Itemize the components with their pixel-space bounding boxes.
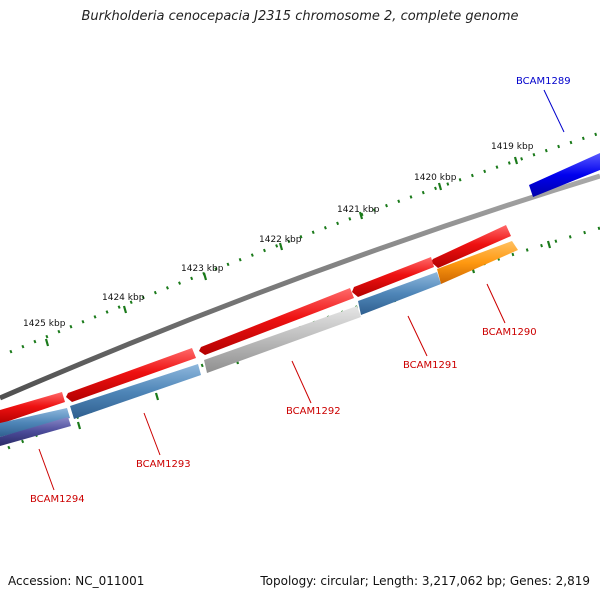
kbp-label-1425: 1425 kbp xyxy=(23,319,66,329)
lower-tick-g xyxy=(76,421,82,430)
map-title: Burkholderia cenocepacia J2315 chromosom… xyxy=(81,9,519,24)
forward-feature-1290-1291[interactable] xyxy=(431,225,511,268)
chromosome-backbone xyxy=(0,173,600,401)
genome-summary-text: Topology: circular; Length: 3,217,062 bp… xyxy=(260,574,590,588)
gene-bcam1289-feature[interactable] xyxy=(529,153,600,197)
gene-bcam1294-feature-b[interactable] xyxy=(0,417,71,446)
gene-label-bcam1292[interactable]: BCAM1292 xyxy=(286,406,341,417)
leader-lines xyxy=(38,89,565,491)
lower-tick-f xyxy=(154,392,160,401)
tick-1425 xyxy=(44,338,50,347)
gene-bcam1292-feature[interactable] xyxy=(204,306,361,373)
gene-bcam1291-feature[interactable] xyxy=(358,272,441,315)
leader-bcam1292 xyxy=(291,360,312,404)
gene-label-bcam1290[interactable]: BCAM1290 xyxy=(482,327,537,338)
gene-label-bcam1294[interactable]: BCAM1294 xyxy=(30,494,85,505)
lower-tick-a xyxy=(546,240,552,249)
forward-feature-1292[interactable] xyxy=(199,288,354,355)
gene-label-bcam1291[interactable]: BCAM1291 xyxy=(403,360,458,371)
kbp-label-1420: 1420 kbp xyxy=(414,173,457,183)
upper-major-ticks xyxy=(44,156,519,347)
gene-bcam1294-feature-a[interactable] xyxy=(0,408,70,437)
leader-bcam1291 xyxy=(407,315,428,357)
tick-1422 xyxy=(278,242,284,251)
kbp-label-1422: 1422 kbp xyxy=(259,235,302,245)
gene-bcam1290-feature[interactable] xyxy=(437,241,518,284)
gene-bcam1293-feature[interactable] xyxy=(70,364,201,419)
tick-1424 xyxy=(122,305,128,314)
tick-1423 xyxy=(202,272,208,281)
kbp-label-1424: 1424 kbp xyxy=(102,293,145,303)
leader-bcam1293 xyxy=(143,412,161,456)
kbp-label-1423: 1423 kbp xyxy=(181,264,224,274)
forward-feature-1291[interactable] xyxy=(352,257,434,297)
gene-label-bcam1293[interactable]: BCAM1293 xyxy=(136,459,191,470)
kbp-label-1421: 1421 kbp xyxy=(337,205,380,215)
tick-1420 xyxy=(437,182,443,191)
kbp-label-1419: 1419 kbp xyxy=(491,142,534,152)
accession-text: Accession: NC_011001 xyxy=(8,574,145,588)
gene-label-bcam1289[interactable]: BCAM1289 xyxy=(516,76,571,87)
leader-bcam1290 xyxy=(486,283,506,324)
leader-bcam1289 xyxy=(543,89,565,133)
leader-bcam1294 xyxy=(38,448,55,491)
tick-1421 xyxy=(358,211,364,220)
forward-feature-1293[interactable] xyxy=(66,348,196,402)
tick-1419 xyxy=(513,156,519,165)
forward-feature-1294[interactable] xyxy=(0,392,65,424)
